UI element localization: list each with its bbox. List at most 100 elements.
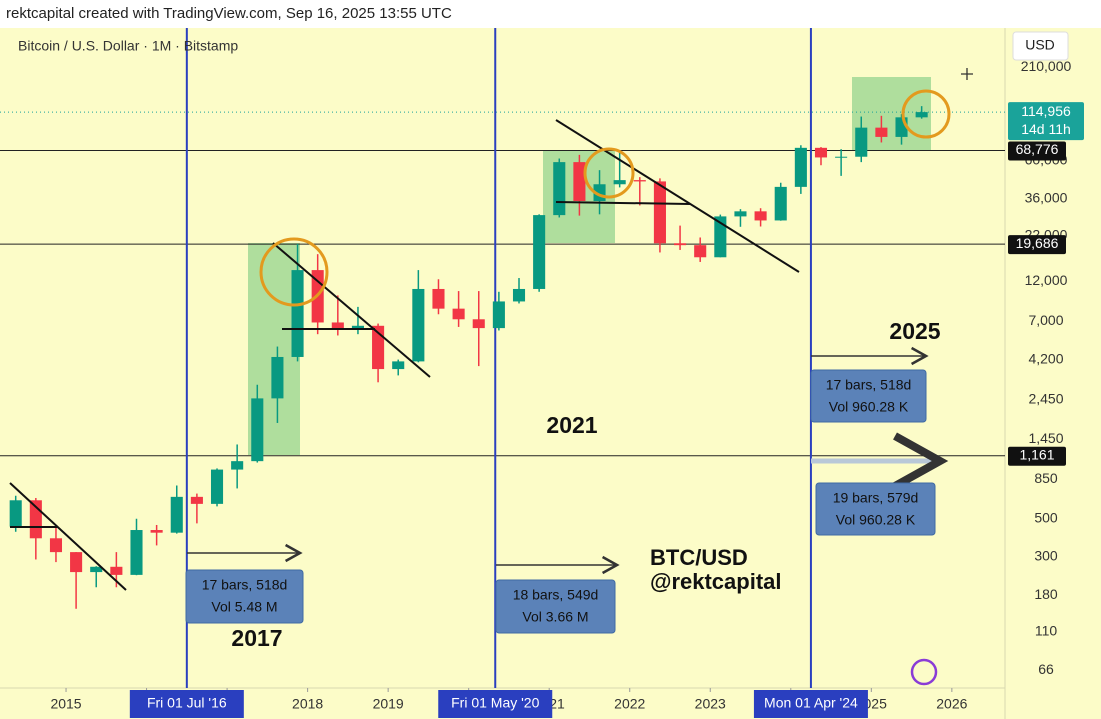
candle-body — [372, 325, 385, 370]
candle-body — [49, 538, 63, 553]
y-tick-label: 2,450 — [1028, 391, 1063, 407]
candle-body — [694, 245, 707, 258]
countdown: 14d 11h — [1021, 121, 1071, 137]
y-tick-label: 12,000 — [1025, 272, 1068, 288]
range-volume: Vol 3.66 M — [522, 609, 588, 625]
candle-body — [90, 566, 103, 573]
x-tick-label: 2018 — [292, 696, 323, 712]
annotations: 2017 2021 2025 BTC/USD @rektcapital — [231, 318, 940, 651]
candle-body — [835, 156, 848, 158]
date-label-box — [129, 690, 244, 718]
y-tick-label: 500 — [1034, 509, 1058, 525]
date-label: Mon 01 Apr '24 — [764, 695, 858, 711]
candle-body — [110, 566, 123, 575]
candle-body — [170, 496, 183, 533]
price-label-box — [1008, 235, 1066, 255]
logo-icon — [910, 658, 938, 686]
candle-body — [412, 288, 425, 362]
y-tick-label: 180 — [1034, 586, 1058, 602]
candle-body — [70, 552, 83, 573]
candle-body — [291, 270, 304, 357]
range-volume: Vol 960.28 K — [836, 512, 916, 528]
candle-body — [392, 361, 405, 370]
y-tick-label: 210,000 — [1021, 58, 1072, 74]
circles — [259, 89, 951, 307]
range-arrows — [187, 346, 949, 575]
chart-title: Bitcoin / U.S. Dollar · 1M · Bitstamp — [18, 38, 238, 54]
x-tick-label: 2019 — [373, 696, 404, 712]
candle-body — [331, 322, 344, 329]
candle-body — [633, 180, 646, 182]
range-bars: 19 bars, 579d — [833, 490, 919, 506]
y-tick-label: 36,000 — [1025, 190, 1068, 206]
range-box — [810, 369, 927, 423]
candle-body — [271, 356, 284, 399]
range-box — [495, 579, 616, 634]
currency: USD — [1025, 37, 1055, 53]
price-label-box — [1008, 141, 1066, 161]
x-tick-label: 2015 — [50, 696, 81, 712]
candle-body — [915, 112, 928, 118]
candle-body — [472, 319, 485, 329]
header: rektcapital created with TradingView.com… — [6, 5, 452, 22]
candle-body — [553, 162, 566, 216]
y-tick-label: 7,000 — [1028, 312, 1063, 328]
candle-body — [210, 469, 224, 504]
candle-body — [734, 211, 747, 217]
candle-body — [190, 496, 203, 504]
candle-body — [674, 243, 687, 246]
price-label: 1,161 — [1019, 446, 1054, 462]
date-label-box — [438, 690, 553, 718]
candle-body — [130, 530, 143, 575]
range-box — [815, 482, 936, 536]
annotation: 2025 — [889, 318, 940, 344]
range-volume: Vol 5.48 M — [211, 599, 277, 615]
range-box — [185, 569, 304, 624]
candle-body — [533, 215, 546, 289]
date-label: Fri 01 Jul '16 — [147, 695, 227, 711]
candle-body — [452, 308, 465, 320]
currency-box[interactable] — [1012, 31, 1069, 61]
candle-body — [814, 147, 828, 158]
range-bars: 18 bars, 549d — [513, 587, 599, 603]
price-label-box — [1008, 446, 1066, 466]
header-bar — [0, 0, 1101, 28]
candle-body — [855, 127, 868, 157]
candle-body — [150, 530, 163, 533]
last-price-label: 114,956 — [1021, 103, 1071, 119]
date-label-box — [753, 690, 868, 718]
candle-body — [875, 127, 888, 137]
x-tick-label: 2022 — [614, 696, 645, 712]
candle-body — [573, 162, 586, 202]
x-tick-label: 2026 — [936, 696, 967, 712]
date-label: Fri 01 May '20 — [451, 695, 539, 711]
y-tick-label: 300 — [1034, 548, 1058, 564]
y-tick-label: 4,200 — [1028, 350, 1063, 366]
price-label: 19,686 — [1016, 235, 1059, 251]
candle-body — [231, 461, 244, 470]
candle-body — [653, 181, 666, 244]
annotation: 2017 — [231, 625, 282, 651]
last-price-box — [1008, 102, 1084, 141]
candle-body — [512, 288, 526, 302]
candle-body — [794, 147, 807, 187]
range-volume: Vol 960.28 K — [829, 399, 909, 415]
candle-body — [613, 180, 626, 185]
candle-body — [351, 325, 364, 329]
crosshair — [961, 68, 973, 80]
candle-body — [774, 186, 787, 221]
annotation: 2021 — [546, 412, 597, 438]
range-bars: 17 bars, 518d — [826, 377, 912, 393]
price-label: 68,776 — [1016, 141, 1059, 157]
y-tick-label: 850 — [1034, 470, 1058, 486]
y-tick-label: 66 — [1038, 661, 1054, 677]
candle-body — [432, 288, 445, 309]
x-tick-label: 2023 — [695, 696, 726, 712]
y-tick-label: 1,450 — [1028, 430, 1063, 446]
range-bars: 17 bars, 518d — [202, 577, 288, 593]
candle-body — [9, 500, 22, 527]
y-tick-label: 110 — [1035, 623, 1058, 639]
candle-body — [492, 301, 505, 329]
annotation: BTC/USD — [650, 545, 748, 570]
